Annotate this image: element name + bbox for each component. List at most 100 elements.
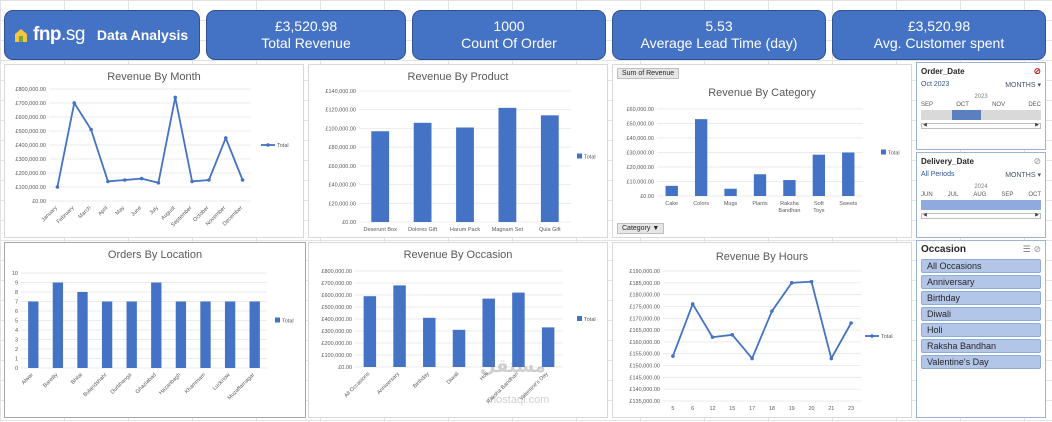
- slicer-item-holi[interactable]: Holi: [921, 323, 1041, 337]
- watermark-url: mostaql.com: [487, 394, 550, 406]
- bar: [224, 301, 236, 368]
- clear-filter-icon[interactable]: ⊘: [1033, 66, 1041, 76]
- chart-revenue-by-product[interactable]: Revenue By Product £0.00 £20,000.00 £40,00…: [308, 64, 608, 238]
- brand-logo: fnp.sg: [33, 24, 85, 45]
- timeline-level-select[interactable]: MONTHS ▾: [1005, 172, 1041, 179]
- chart-canvas: £135,000.00 £140,000.00 £145,000.00 £150,00…: [629, 269, 892, 412]
- y-tick-label: £140,000.00: [629, 387, 660, 393]
- x-tick-label: June: [130, 205, 143, 218]
- data-point: [223, 136, 228, 140]
- bar: [498, 107, 517, 222]
- kpi-label: Avg. Customer spent: [873, 35, 1005, 51]
- slicer-subheader: All Periods MONTHS ▾: [917, 170, 1045, 180]
- chart-canvas: £0.00 £100,000.00 £200,000.00 £300,000.00 £4…: [15, 87, 288, 228]
- chart-revenue-by-category[interactable]: Sum of Revenue Revenue By Category £0.00…: [612, 64, 912, 238]
- y-tick-label: £170,000.00: [629, 316, 660, 322]
- timeline-month[interactable]: SEP: [921, 102, 934, 108]
- clear-filter-icon[interactable]: ⊘: [1033, 244, 1041, 254]
- slicer-item-birthday[interactable]: Birthday: [921, 291, 1041, 305]
- data-point: [122, 178, 127, 182]
- scroll-left-icon[interactable]: ◀: [923, 122, 927, 128]
- legend-label: Total: [584, 155, 596, 161]
- x-tick-label: 19: [789, 406, 795, 412]
- y-tick-label: £30,000.00: [626, 151, 654, 157]
- pivot-category-filter-button[interactable]: Category ▼: [617, 223, 665, 234]
- timeline-month[interactable]: OCT: [956, 102, 969, 108]
- scroll-right-icon[interactable]: ▶: [1035, 122, 1039, 128]
- chevron-down-icon: ▾: [1037, 172, 1041, 179]
- timeline-month[interactable]: JUN: [921, 192, 933, 198]
- slicer-item-raksha-bandhan[interactable]: Raksha Bandhan: [921, 339, 1041, 353]
- kpi-label: Count Of Order: [461, 35, 557, 51]
- data-point: [730, 333, 735, 337]
- bar: [482, 298, 495, 367]
- y-tick-label: £0.00: [32, 199, 46, 205]
- slicer-delivery-date[interactable]: Delivery_Date ⊘ All Periods MONTHS ▾ 202…: [916, 152, 1046, 238]
- clear-filter-icon[interactable]: ⊘: [1033, 156, 1041, 166]
- multi-select-icon[interactable]: ☰: [1022, 244, 1031, 254]
- slicer-item-diwali[interactable]: Diwali: [921, 307, 1041, 321]
- data-point: [849, 321, 853, 325]
- fnp-logo-icon: [15, 29, 27, 42]
- scroll-right-icon[interactable]: ▶: [1035, 212, 1039, 218]
- timeline-scrollbar[interactable]: ◀ ▶: [921, 122, 1041, 129]
- timeline-track[interactable]: [921, 110, 1041, 120]
- slicer-item-all-occasions[interactable]: All Occasions: [921, 259, 1041, 273]
- timeline-month[interactable]: SEP: [1001, 192, 1014, 198]
- data-point: [789, 281, 794, 285]
- y-tick-label: £100,000.00: [321, 353, 352, 359]
- y-tick-label: 7: [15, 300, 18, 306]
- y-tick-label: £300,000.00: [321, 329, 352, 335]
- x-tick-label: Soft: [814, 201, 824, 207]
- y-tick-label: £200,000.00: [15, 171, 46, 177]
- x-tick-label: April: [97, 205, 109, 217]
- slicer-occasion[interactable]: Occasion ☰ ⊘ All Occasions Anniversary B…: [916, 240, 1046, 418]
- dropdown-arrow-icon: ▼: [652, 225, 660, 232]
- timeline-month[interactable]: DEC: [1028, 102, 1041, 108]
- y-tick-label: £160,000.00: [629, 340, 660, 346]
- bar: [77, 292, 88, 368]
- data-point: [710, 335, 715, 339]
- legend-label: Total: [584, 317, 596, 323]
- slicer-item-valentines-day[interactable]: Valentine's Day: [921, 355, 1041, 369]
- scroll-left-icon[interactable]: ◀: [923, 212, 927, 218]
- x-tick-label: Plants: [752, 201, 768, 207]
- timeline-month[interactable]: JUL: [947, 192, 959, 198]
- y-tick-label: £100,000.00: [325, 126, 356, 132]
- timeline-selection: All Periods: [921, 171, 955, 178]
- timeline-level-select[interactable]: MONTHS ▾: [1005, 82, 1041, 89]
- data-point: [72, 101, 77, 105]
- chart-canvas: £0.00 £10,000.00 £20,000.00 £30,000.00 £40,0…: [626, 107, 899, 214]
- y-tick-label: 5: [15, 319, 18, 325]
- timeline-selected-range[interactable]: [921, 200, 1041, 210]
- x-tick-label: 20: [808, 406, 814, 412]
- chart-revenue-by-month[interactable]: Revenue By Month £0.00 £100,000.00 £200,00…: [4, 64, 304, 238]
- data-point: [690, 302, 695, 306]
- x-tick-label: Sweets: [839, 201, 857, 207]
- y-tick-label: 4: [15, 328, 18, 334]
- y-tick-label: £400,000.00: [15, 143, 46, 149]
- data-point: [829, 356, 834, 361]
- pivot-category-label: Category: [622, 225, 651, 232]
- timeline-scrollbar[interactable]: ◀ ▶: [921, 212, 1041, 219]
- timeline-month[interactable]: AUG: [973, 192, 987, 198]
- bar: [101, 301, 113, 368]
- chart-revenue-by-hours[interactable]: Revenue By Hours £135,000.00 £140,000.00 £…: [612, 242, 912, 418]
- pivot-sum-of-revenue-button[interactable]: Sum of Revenue: [617, 68, 680, 79]
- slicer-item-anniversary[interactable]: Anniversary: [921, 275, 1041, 289]
- timeline-selected-range[interactable]: [952, 110, 981, 120]
- timeline-month[interactable]: OCT: [1028, 192, 1041, 198]
- slicer-order-date[interactable]: Order_Date ⊘ Oct 2023 MONTHS ▾ 2023 SEP …: [916, 62, 1046, 150]
- bar: [456, 127, 474, 222]
- chart-title: Revenue By Category: [708, 87, 816, 99]
- chart-orders-by-location[interactable]: Orders By Location 0 1 2 3 4 5 6 7 8 9 10 Alwar Bare…: [4, 242, 306, 418]
- y-tick-label: £800,000.00: [321, 269, 352, 275]
- chart-revenue-by-occasion[interactable]: Revenue By Occasion £0.00 £100,000.00 £200…: [308, 242, 608, 418]
- bar: [842, 152, 855, 196]
- legend-swatch: [577, 153, 582, 159]
- timeline-track[interactable]: [921, 200, 1041, 210]
- y-tick-label: £0.00: [342, 220, 356, 226]
- chevron-down-icon: ▾: [1037, 82, 1041, 89]
- x-tick-label: Quia Gift: [539, 227, 561, 233]
- timeline-month[interactable]: NOV: [992, 102, 1006, 108]
